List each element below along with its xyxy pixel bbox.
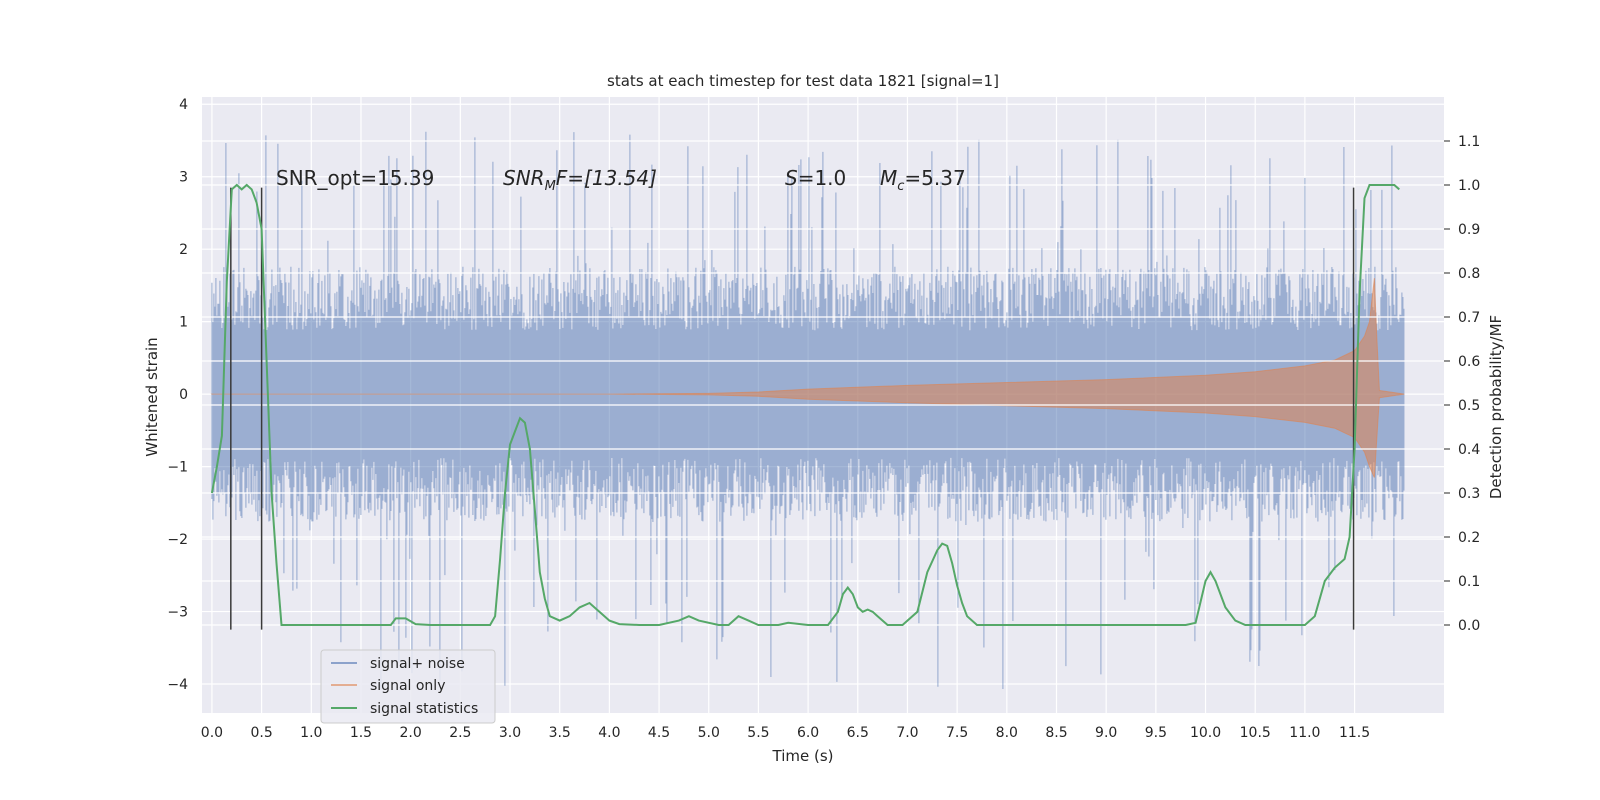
y-tick-label: 2	[179, 242, 188, 258]
x-axis-ticks: 0.0 0.5 1.0 1.5 2.0 2.5 3.0 3.5 4.0 4.5 5.0 5.5 6.0 6…	[201, 725, 1370, 741]
annotation-mc: Mc=5.37	[880, 166, 966, 194]
right-tick-label: 0.9	[1458, 222, 1480, 238]
y-tick-label: 1	[179, 315, 188, 331]
x-tick-label: 2.0	[400, 725, 422, 741]
x-tick-label: 3.5	[549, 725, 571, 741]
annotation-s: S=1.0	[785, 166, 846, 190]
right-tick-label: 0.5	[1458, 398, 1480, 414]
x-tick-label: 4.5	[648, 725, 670, 741]
y-tick-label: −3	[167, 605, 188, 621]
annotation-snr-opt: SNR_opt=15.39	[276, 166, 434, 190]
x-tick-label: 7.5	[946, 725, 968, 741]
y-axis-ticks: −4 −3 −2 −1 0 1 2 3 4	[167, 97, 188, 693]
right-tick-label: 0.3	[1458, 486, 1480, 502]
legend-label-signal-statistics: signal statistics	[370, 701, 478, 717]
annotation-mc-val: =5.37	[904, 166, 965, 190]
right-tick-label: 1.0	[1458, 178, 1480, 194]
right-tick-label: 0.1	[1458, 574, 1480, 590]
right-tick-label: 0.7	[1458, 310, 1480, 326]
right-tick-label: 0.0	[1458, 618, 1480, 634]
x-tick-label: 9.0	[1095, 725, 1117, 741]
y-tick-label: 3	[179, 170, 188, 186]
right-tick-label: 1.1	[1458, 134, 1480, 150]
x-tick-label: 1.0	[300, 725, 322, 741]
x-tick-label: 10.5	[1240, 725, 1271, 741]
x-tick-label: 5.5	[747, 725, 769, 741]
x-tick-label: 9.5	[1145, 725, 1167, 741]
x-axis-label: Time (s)	[772, 747, 834, 765]
x-tick-label: 7.0	[896, 725, 918, 741]
x-tick-label: 3.0	[499, 725, 521, 741]
annotation-snr-mf: SNRMF=[13.54]	[503, 166, 657, 194]
annotation-snr-mf-main: SNR	[503, 166, 545, 190]
legend-label-signal-only: signal only	[370, 678, 445, 694]
x-tick-label: 8.5	[1045, 725, 1067, 741]
annotations: SNR_opt=15.39 SNRMF=[13.54] S=1.0 Mc=5.3…	[276, 166, 966, 194]
annotation-s-var: S	[785, 166, 798, 190]
y-axis-label: Whitened strain	[143, 337, 161, 456]
x-tick-label: 2.5	[449, 725, 471, 741]
right-tick-label: 0.4	[1458, 442, 1480, 458]
x-tick-label: 10.0	[1190, 725, 1221, 741]
y-tick-label: 0	[179, 387, 188, 403]
annotation-mc-main: M	[880, 166, 897, 190]
right-tick-label: 0.8	[1458, 266, 1480, 282]
x-tick-label: 5.0	[698, 725, 720, 741]
annotation-snr-mf-sub: M	[545, 179, 556, 194]
x-tick-label: 1.5	[350, 725, 372, 741]
legend: signal+ noise signal only signal statist…	[320, 649, 496, 724]
right-axis-ticks: 0.0 0.1 0.2 0.3 0.4 0.5 0.6 0.7 0.8 0.9 1.0 1.1	[1444, 134, 1480, 634]
series-signal-statistics	[210, 183, 1400, 626]
x-tick-label: 6.5	[847, 725, 869, 741]
legend-label-signal-plus-noise: signal+ noise	[370, 656, 465, 672]
x-tick-label: 4.0	[598, 725, 620, 741]
right-tick-label: 0.6	[1458, 354, 1480, 370]
y-tick-label: −2	[167, 532, 188, 548]
y-tick-label: 4	[179, 97, 188, 113]
x-tick-label: 0.5	[250, 725, 272, 741]
annotation-s-val: =1.0	[798, 166, 847, 190]
marker-lines	[230, 187, 1355, 630]
annotation-mc-sub: c	[897, 179, 904, 194]
y-tick-label: −4	[167, 677, 188, 693]
legend-box	[320, 649, 496, 724]
x-tick-label: 11.5	[1339, 725, 1370, 741]
x-tick-label: 0.0	[201, 725, 223, 741]
x-tick-label: 6.0	[797, 725, 819, 741]
annotation-snr-mf-rest: F=[13.54]	[556, 166, 657, 190]
right-axis-label: Detection probability/MF	[1487, 315, 1505, 499]
x-tick-label: 8.0	[996, 725, 1018, 741]
chart-title: stats at each timestep for test data 182…	[607, 72, 999, 90]
x-tick-label: 11.0	[1289, 725, 1320, 741]
right-tick-label: 0.2	[1458, 530, 1480, 546]
y-tick-label: −1	[167, 460, 188, 476]
series-signal-only	[210, 278, 1405, 478]
